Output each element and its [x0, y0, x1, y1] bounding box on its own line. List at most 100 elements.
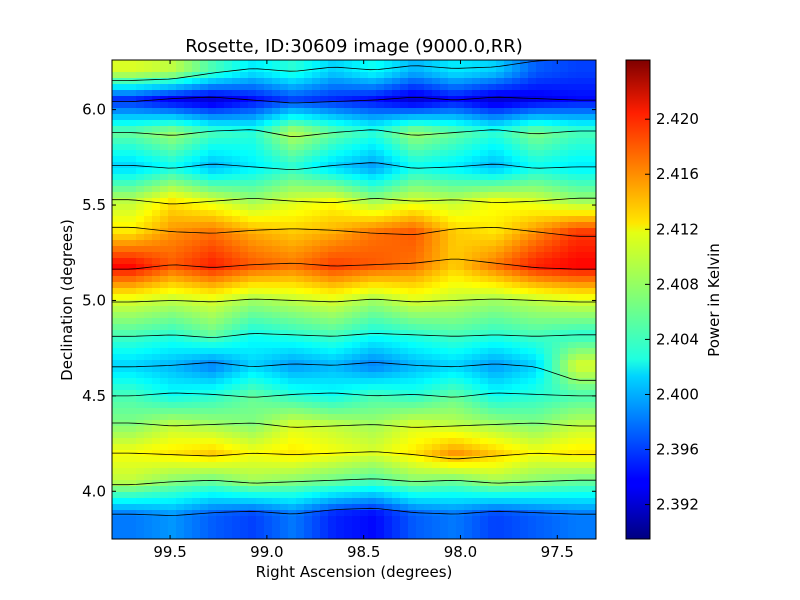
heat-cell [280, 516, 289, 523]
heat-cell [528, 174, 537, 181]
heat-cell [464, 444, 473, 451]
heat-cell [328, 516, 337, 523]
heat-cell [128, 438, 137, 445]
heat-cell [160, 366, 169, 373]
heat-cell [496, 102, 505, 109]
heat-cell [264, 324, 273, 331]
heat-cell [120, 60, 129, 67]
heat-cell [512, 114, 521, 121]
heat-cell [512, 120, 521, 127]
heat-cell [400, 138, 409, 145]
heat-cell [264, 228, 273, 235]
heat-cell [576, 222, 585, 229]
heat-cell [224, 504, 233, 511]
heat-cell [232, 84, 241, 91]
heat-cell [168, 366, 177, 373]
heat-cell [304, 396, 313, 403]
heat-cell [128, 216, 137, 223]
heat-cell [472, 486, 481, 493]
heat-cell [120, 444, 129, 451]
heat-cell [464, 432, 473, 439]
heat-cell [296, 360, 305, 367]
heat-cell [224, 426, 233, 433]
heat-cell [128, 522, 137, 529]
heat-cell [328, 132, 337, 139]
heat-cell [424, 276, 433, 283]
heat-cell [208, 426, 217, 433]
heat-cell [392, 342, 401, 349]
heat-cell [472, 180, 481, 187]
heat-cell [312, 174, 321, 181]
heat-cell [440, 180, 449, 187]
heat-cell [360, 312, 369, 319]
heat-cell [336, 246, 345, 253]
heat-cell [504, 222, 513, 229]
heat-cell [496, 426, 505, 433]
heat-cell [256, 438, 265, 445]
heat-cell [368, 84, 377, 91]
heat-cell [496, 366, 505, 373]
heat-cell [176, 156, 185, 163]
heat-cell [432, 126, 441, 133]
heat-cell [136, 426, 145, 433]
heat-cell [448, 168, 457, 175]
heat-cell [296, 534, 305, 539]
heat-cell [320, 216, 329, 223]
heat-cell [568, 216, 577, 223]
heat-cell [192, 492, 201, 499]
heat-cell [520, 228, 529, 235]
heat-cell [208, 456, 217, 463]
heat-cell [352, 426, 361, 433]
heat-cell [464, 498, 473, 505]
heat-cell [400, 246, 409, 253]
contour-line [112, 451, 596, 460]
heat-cell [296, 492, 305, 499]
heat-cell [264, 480, 273, 487]
heat-cell [264, 216, 273, 223]
heat-cell [112, 258, 121, 265]
heat-cell [448, 528, 457, 535]
heat-cell [408, 102, 417, 109]
heat-cell [560, 372, 569, 379]
heat-cell [224, 342, 233, 349]
heat-cell [336, 324, 345, 331]
heat-cell [136, 396, 145, 403]
heat-cell [552, 456, 561, 463]
heat-cell [432, 270, 441, 277]
heat-cell [560, 174, 569, 181]
heat-cell [552, 504, 561, 511]
heat-cell [240, 186, 249, 193]
heat-cell [216, 534, 225, 539]
heat-cell [576, 246, 585, 253]
heat-cell [480, 84, 489, 91]
heat-cell [272, 174, 281, 181]
heat-cell [448, 96, 457, 103]
heat-cell [320, 396, 329, 403]
heat-cell [576, 516, 585, 523]
heat-cell [392, 378, 401, 385]
heat-cell [288, 324, 297, 331]
heat-cell [272, 288, 281, 295]
heat-cell [184, 378, 193, 385]
heat-cell [584, 396, 593, 403]
heat-cell [464, 312, 473, 319]
heat-cell [224, 306, 233, 313]
heat-cell [432, 258, 441, 265]
heat-cell [128, 360, 137, 367]
heat-cell [344, 384, 353, 391]
heat-cell [120, 96, 129, 103]
heat-cell [576, 318, 585, 325]
heat-cell [416, 78, 425, 85]
heat-cell [320, 162, 329, 169]
heat-cell [216, 216, 225, 223]
heat-cell [528, 66, 537, 73]
heat-cell [592, 258, 596, 265]
heat-cell [544, 492, 553, 499]
heat-cell [312, 432, 321, 439]
heat-cell [160, 360, 169, 367]
heat-cell [480, 468, 489, 475]
heat-cell [344, 318, 353, 325]
heat-cell [352, 456, 361, 463]
heat-cell [400, 318, 409, 325]
